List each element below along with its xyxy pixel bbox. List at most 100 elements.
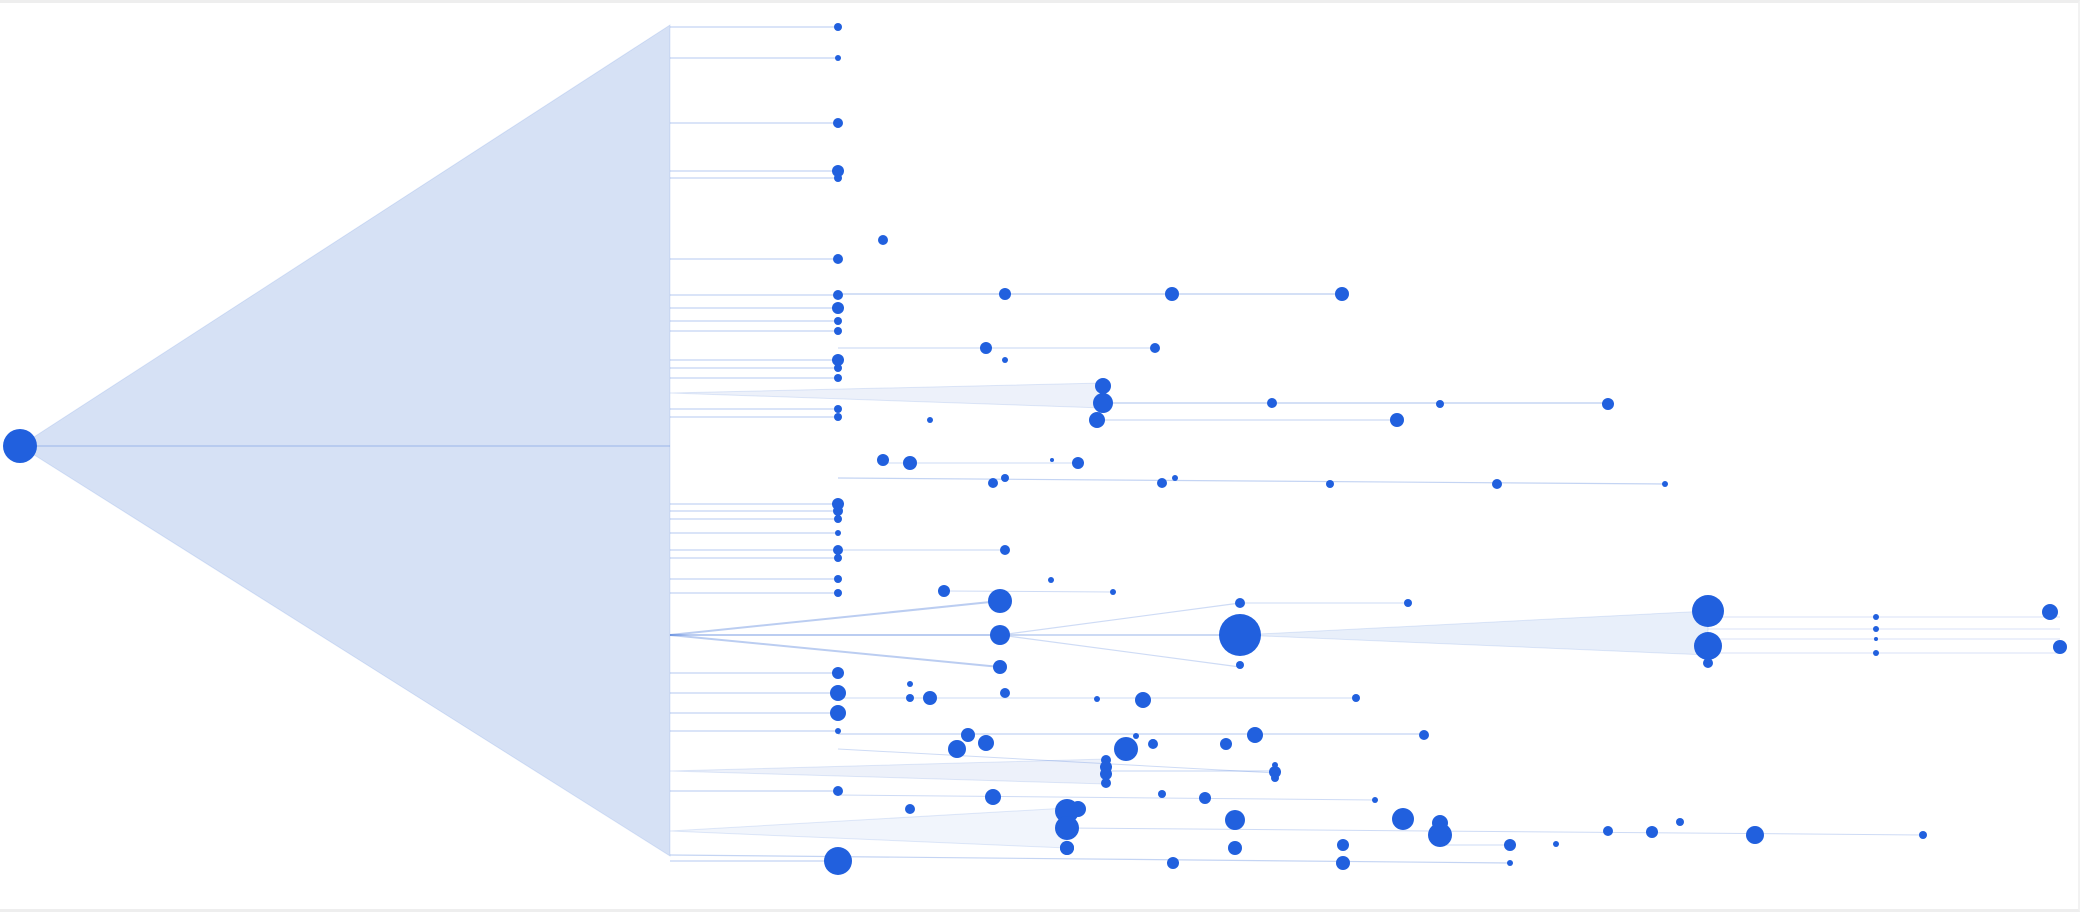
tree-node-67 (1219, 614, 1261, 656)
tree-node-2 (834, 23, 842, 31)
tree-node-51 (1001, 474, 1009, 482)
tree-node-48 (1050, 458, 1054, 462)
tree-node-123 (1060, 841, 1074, 855)
tree-node-19 (834, 515, 842, 523)
tree-node-47 (903, 456, 917, 470)
tree-diagram (3, 23, 2067, 875)
tree-node-119 (1646, 826, 1658, 838)
tree-node-85 (978, 735, 994, 751)
tree-node-86 (1133, 733, 1139, 739)
tree-node-72 (1873, 626, 1879, 632)
tree-node-104 (1199, 792, 1211, 804)
tree-node-41 (1390, 413, 1404, 427)
node-layer (3, 23, 2067, 875)
tree-node-54 (1326, 480, 1334, 488)
tree-link-55 (837, 748, 1277, 774)
fan-48 (1239, 610, 1709, 656)
tree-node-75 (2042, 604, 2058, 620)
tree-node-120 (1676, 818, 1684, 826)
tree-node-16 (834, 413, 842, 421)
tree-node-42 (927, 417, 933, 423)
tree-node-26 (830, 685, 846, 701)
tree-node-115 (1337, 839, 1349, 851)
tree-node-20 (835, 530, 841, 536)
tree-node-60 (1110, 589, 1116, 595)
tree-node-49 (1072, 457, 1084, 469)
tree-node-74 (1873, 650, 1879, 656)
tree-node-116 (1504, 839, 1516, 851)
tree-node-52 (1157, 478, 1167, 488)
tree-node-38 (1267, 398, 1277, 408)
tree-node-121 (1746, 826, 1764, 844)
tree-node-77 (907, 681, 913, 687)
tree-node-92 (1114, 737, 1138, 761)
tree-node-80 (1000, 688, 1010, 698)
tree-node-105 (1372, 797, 1378, 803)
tree-node-9 (832, 302, 844, 314)
tree-node-57 (1000, 545, 1010, 555)
tree-node-8 (833, 290, 843, 300)
tree-node-111 (1225, 810, 1245, 830)
tree-node-97 (1100, 768, 1112, 780)
tree-node-50 (988, 478, 998, 488)
tree-link-46 (999, 634, 1241, 668)
tree-node-82 (1135, 692, 1151, 708)
tree-node-44 (1150, 343, 1160, 353)
tree-link-40 (943, 590, 1114, 593)
tree-node-78 (906, 694, 914, 702)
tree-node-79 (923, 691, 937, 705)
tree-node-33 (1165, 287, 1179, 301)
tree-node-102 (985, 789, 1001, 805)
tree-node-93 (1149, 739, 1157, 747)
tree-node-65 (1236, 661, 1244, 669)
tree-node-69 (1694, 632, 1722, 660)
tree-node-63 (993, 660, 1007, 674)
tree-node-70 (1703, 658, 1713, 668)
tree-node-83 (1352, 694, 1360, 702)
tree-node-125 (1228, 841, 1242, 855)
tree-node-30 (824, 847, 852, 875)
tree-node-46 (877, 454, 889, 466)
tree-node-25 (832, 667, 844, 679)
fan-layer (19, 24, 1709, 857)
tree-node-81 (1094, 696, 1100, 702)
tree-node-4 (833, 118, 843, 128)
link-layer (20, 26, 2060, 864)
tree-node-90 (1419, 730, 1429, 740)
tree-node-103 (1158, 790, 1166, 798)
tree-node-18 (833, 506, 843, 516)
fan-1 (19, 24, 671, 857)
tree-node-56 (1662, 481, 1668, 487)
tree-node-100 (1269, 766, 1281, 778)
tree-node-5 (832, 165, 844, 177)
tree-node-84 (961, 728, 975, 742)
tree-node-68 (1692, 595, 1724, 627)
tree-node-34 (1335, 287, 1349, 301)
tree-node-39 (1436, 400, 1444, 408)
tree-node-118 (1603, 826, 1613, 836)
tree-link-58 (837, 794, 1376, 801)
tree-link-43 (669, 634, 1001, 668)
tree-node-36 (1093, 393, 1113, 413)
tree-node-64 (1235, 598, 1245, 608)
fan-33 (669, 382, 1104, 409)
tree-node-62 (990, 625, 1010, 645)
tree-node-73 (1874, 637, 1878, 641)
tree-link-60 (1066, 827, 1927, 836)
tree-node-22 (834, 554, 842, 562)
tree-node-98 (1101, 778, 1111, 788)
tree-node-91 (948, 740, 966, 758)
tree-node-7 (833, 254, 843, 264)
tree-node-37 (1089, 412, 1105, 428)
tree-node-40 (1602, 398, 1614, 410)
tree-node-31 (878, 235, 888, 245)
tree-node-10 (834, 317, 842, 325)
tree-node-124 (1167, 857, 1179, 869)
tree-node-43 (980, 342, 992, 354)
tree-node-28 (835, 728, 841, 734)
tree-node-24 (834, 589, 842, 597)
tree-node-109 (1055, 816, 1079, 840)
tree-node-112 (1392, 808, 1414, 830)
tree-node-76 (2053, 640, 2067, 654)
tree-link-44 (999, 602, 1241, 636)
